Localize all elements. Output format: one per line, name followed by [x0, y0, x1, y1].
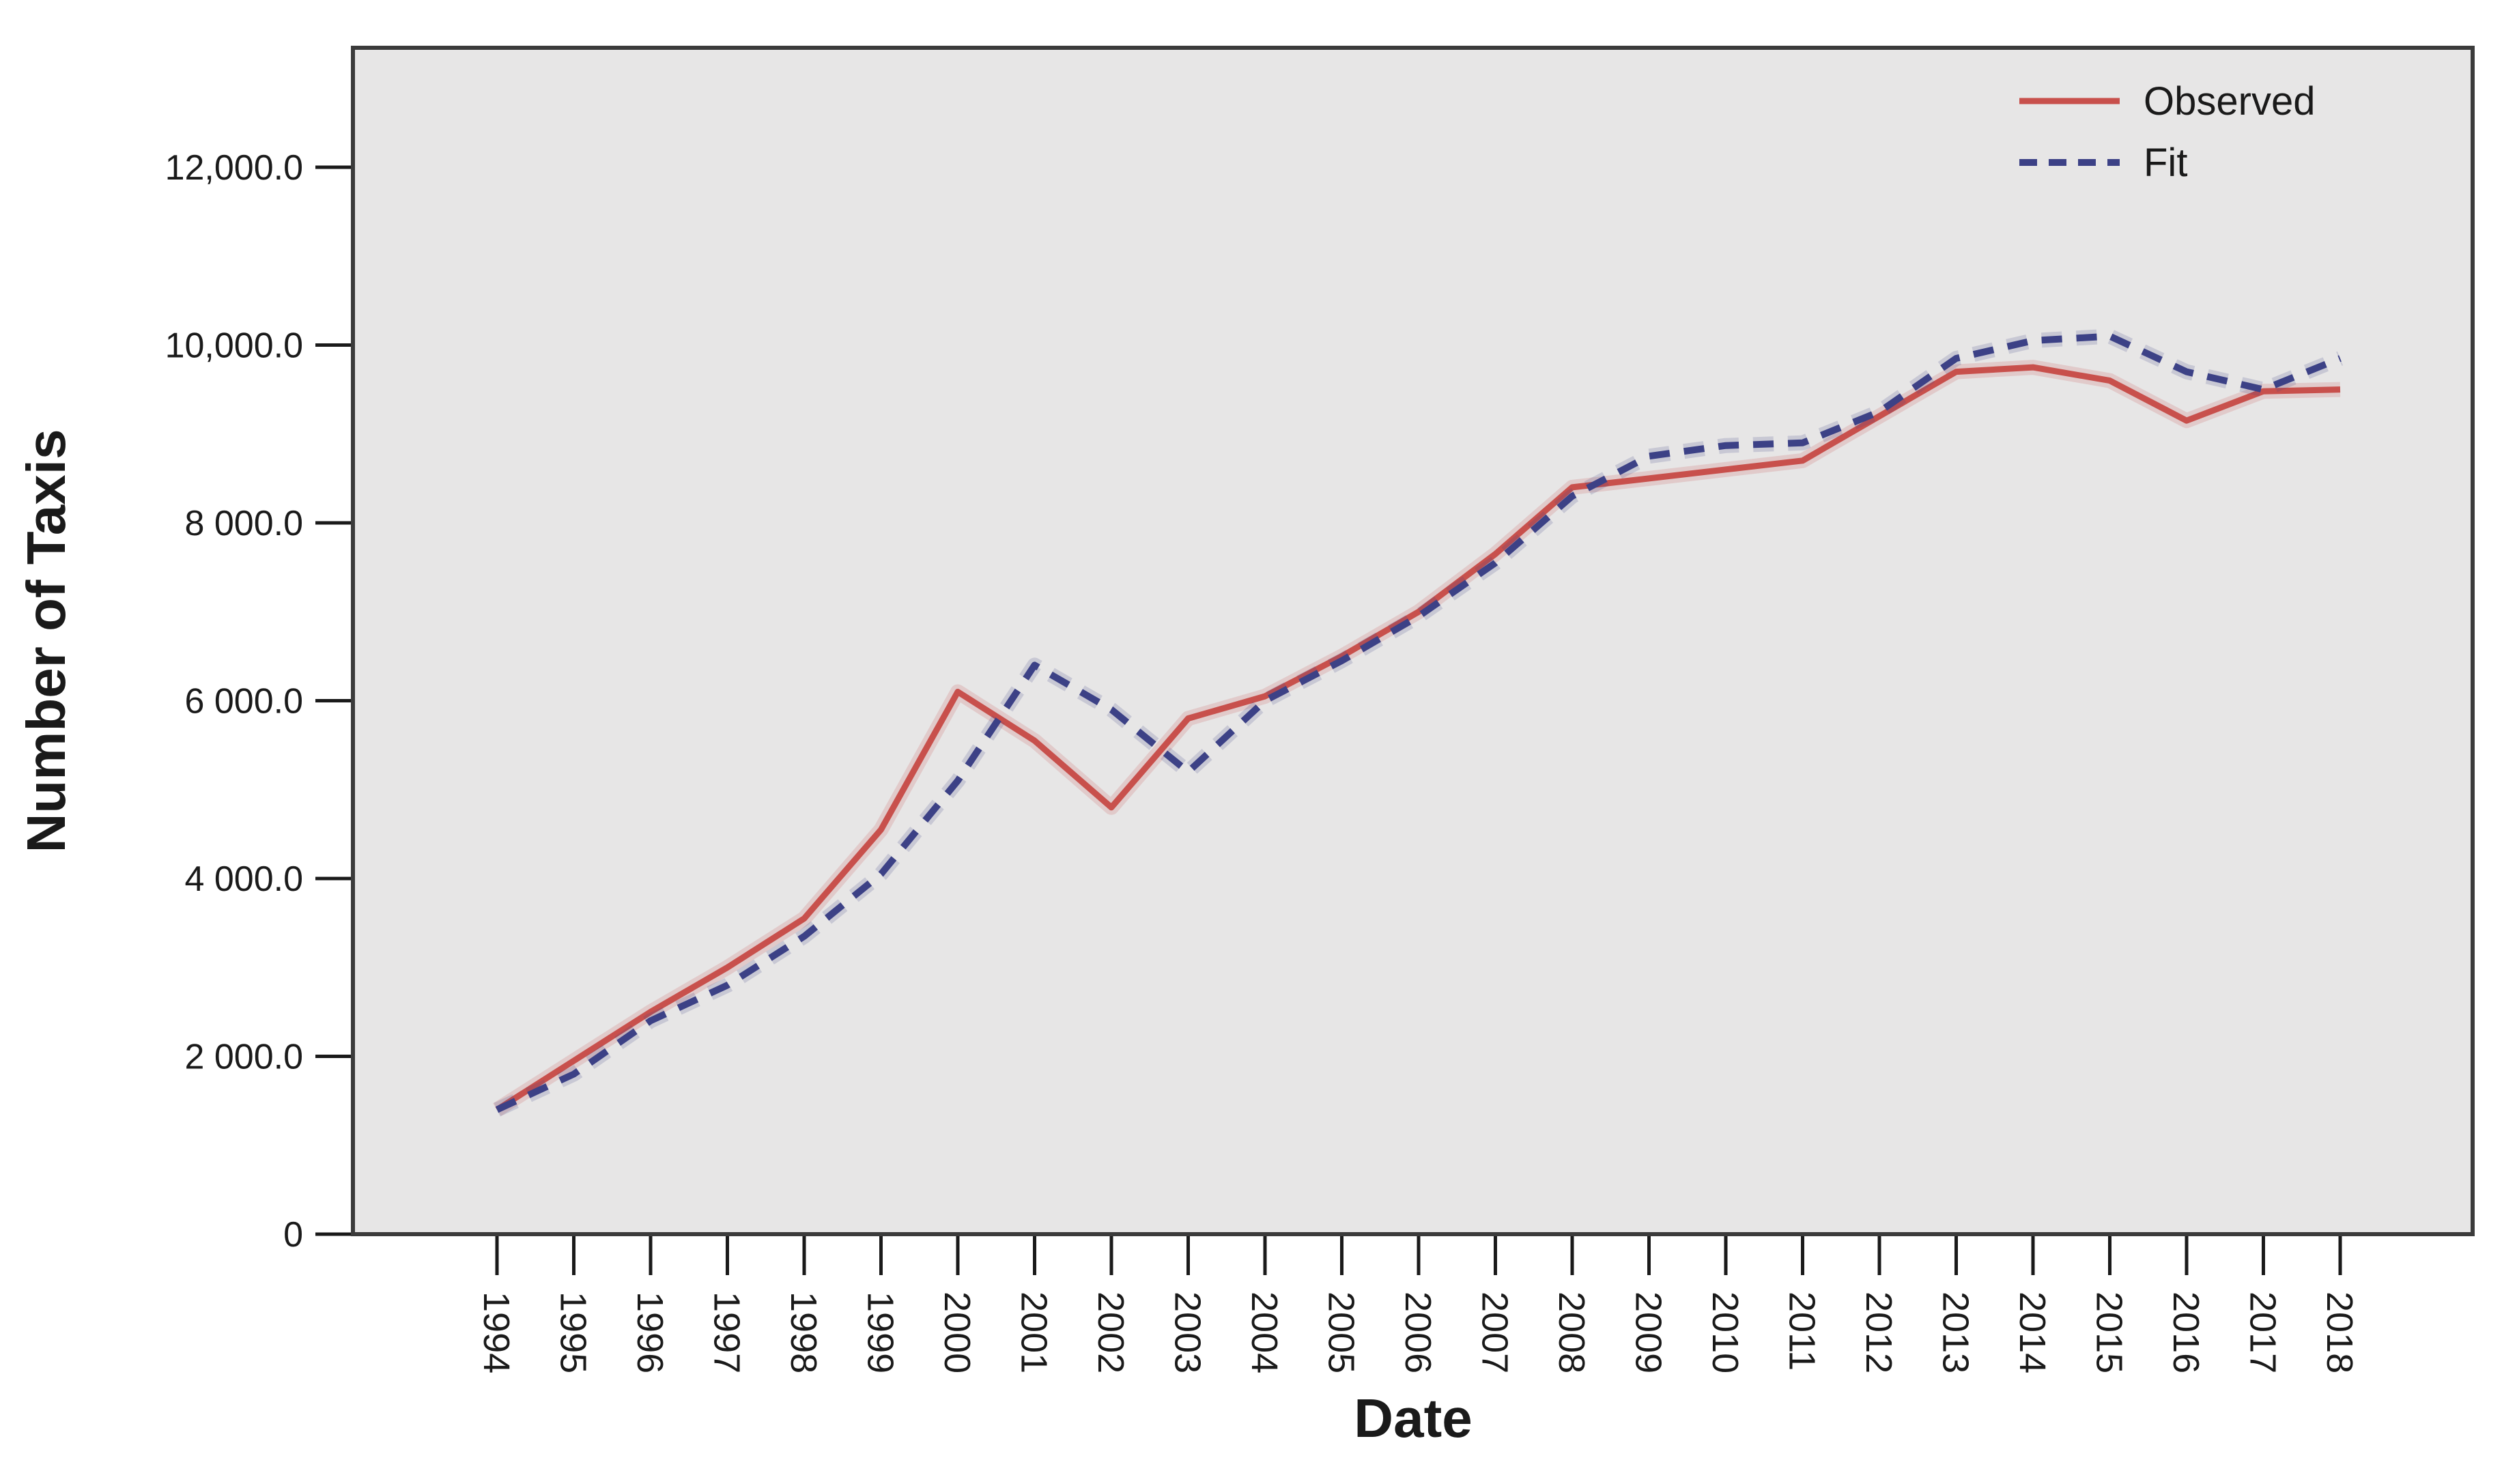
- x-tick-label: 2002: [1090, 1292, 1131, 1373]
- x-tick-label: 1997: [707, 1292, 748, 1373]
- x-tick-label: 2017: [2243, 1292, 2284, 1373]
- x-tick-label: 2010: [1705, 1292, 1746, 1373]
- x-tick-label: 2005: [1321, 1292, 1362, 1373]
- x-tick-label: 1996: [629, 1292, 670, 1373]
- x-tick-label: 2012: [1858, 1292, 1899, 1373]
- y-tick-label: 2 000.0: [185, 1038, 304, 1077]
- x-tick-label: 2016: [2165, 1292, 2206, 1373]
- legend-fit-label: Fit: [2144, 141, 2187, 185]
- y-axis-title: Number of Taxis: [16, 429, 76, 853]
- legend-observed-label: Observed: [2144, 79, 2315, 124]
- series-lines: [493, 328, 2344, 1117]
- fit-line: [495, 332, 2342, 1113]
- y-tick-label: 6 000.0: [185, 682, 304, 722]
- x-tick-label: 2008: [1551, 1292, 1592, 1373]
- plot-border: [351, 46, 2475, 1236]
- x-tick-label: 2011: [1782, 1292, 1823, 1371]
- x-tick-label: 2001: [1014, 1292, 1055, 1373]
- x-tick-label: 2000: [937, 1292, 978, 1373]
- y-tick-label: 12,000.0: [165, 148, 303, 188]
- y-tick-label: 8 000.0: [185, 504, 304, 543]
- observed-line: [495, 364, 2341, 1113]
- x-tick-label: 2006: [1397, 1292, 1438, 1373]
- x-tick-label: 2015: [2089, 1292, 2130, 1373]
- y-tick-label: 4 000.0: [185, 859, 304, 899]
- x-tick-label: 1994: [476, 1292, 517, 1373]
- y-tick-label: 10,000.0: [165, 326, 303, 366]
- x-tick-label: 2018: [2319, 1292, 2360, 1373]
- y-tick-label: 0: [283, 1215, 303, 1255]
- x-tick-label: 2009: [1628, 1292, 1669, 1373]
- legend: Observed Fit: [2019, 79, 2315, 185]
- x-axis-ticks: 1994 1995 1996 1997 1998 1999 2000 2001 2002 2003…: [476, 1234, 2360, 1373]
- x-tick-label: 1999: [860, 1292, 901, 1373]
- x-tick-label: 2014: [2012, 1292, 2053, 1373]
- x-tick-label: 1998: [783, 1292, 824, 1373]
- plot-area: [353, 48, 2473, 1234]
- y-axis-ticks: 0 2 000.0 4 000.0 6 000.0 8 000.0 10,000.0 12,…: [165, 148, 353, 1255]
- x-tick-label: 2004: [1244, 1292, 1285, 1373]
- x-tick-label: 2003: [1167, 1292, 1208, 1373]
- x-tick-label: 2007: [1475, 1292, 1516, 1373]
- x-tick-label: 2013: [1935, 1292, 1976, 1373]
- x-axis-title: Date: [1354, 1388, 1472, 1449]
- x-tick-label: 1995: [553, 1292, 594, 1373]
